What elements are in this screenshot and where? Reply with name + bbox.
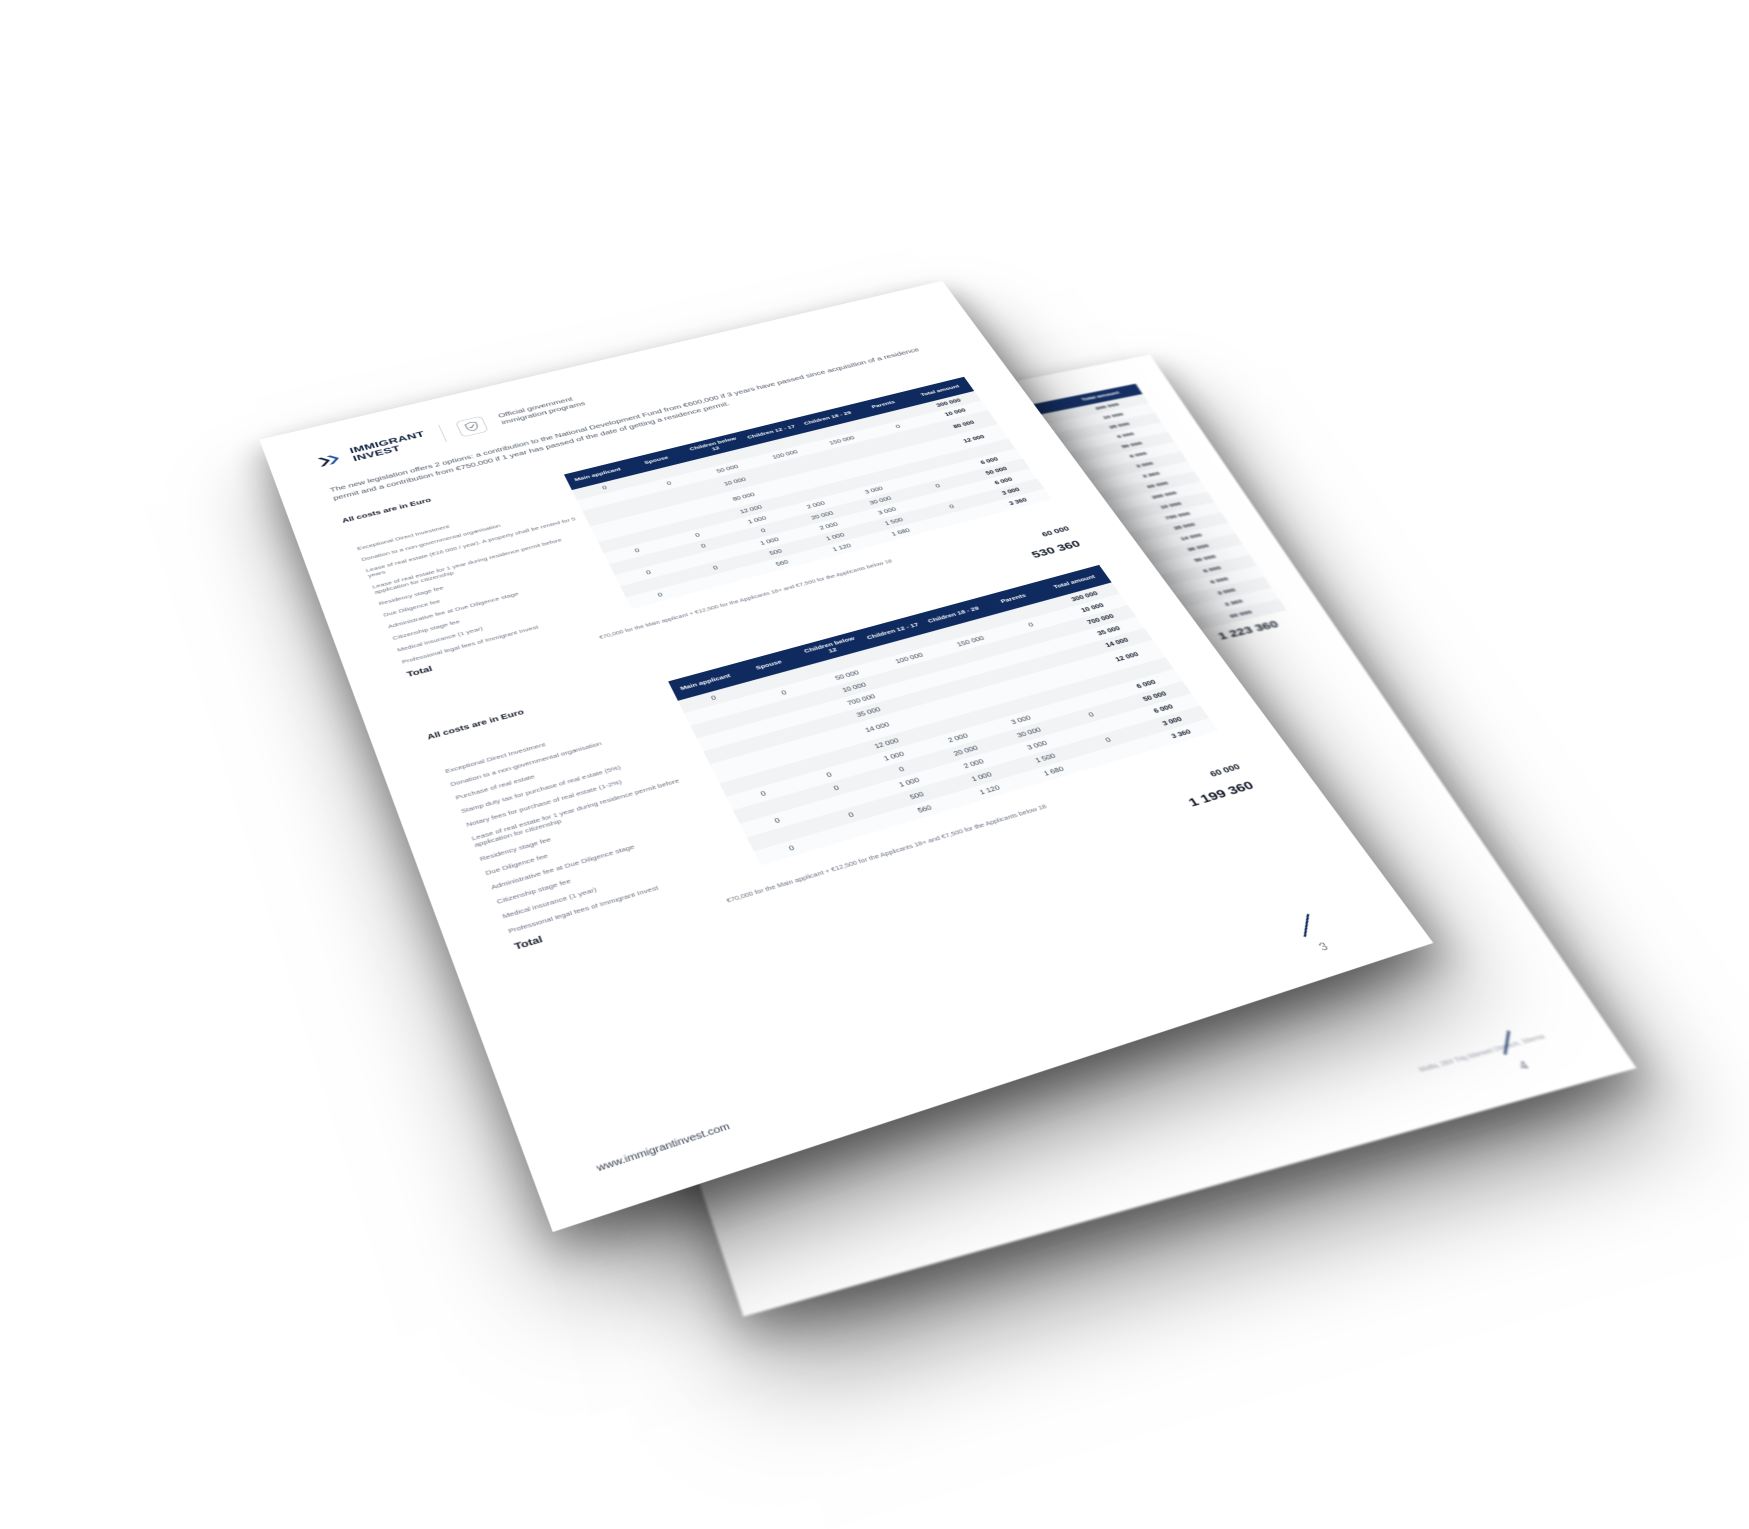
header-divider	[437, 424, 446, 442]
scene: Children 18 - 29ParentsTotal amount 150 …	[175, 65, 1575, 1465]
brand-text: IMMIGRANT INVEST	[348, 429, 429, 462]
header-subtitle: Official government immigration programs	[497, 393, 587, 426]
shield-check-icon	[462, 420, 480, 433]
shield-badge	[454, 415, 487, 437]
brand-logo: IMMIGRANT INVEST	[316, 429, 429, 470]
chevrons-icon	[316, 450, 346, 469]
